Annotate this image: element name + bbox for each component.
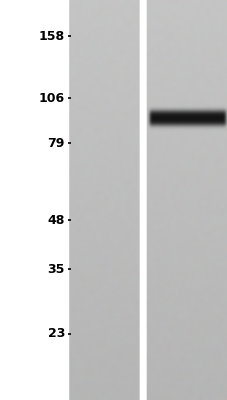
Text: 48: 48 xyxy=(47,214,65,227)
Text: 158: 158 xyxy=(39,30,65,43)
Text: 35: 35 xyxy=(47,263,65,276)
Text: 79: 79 xyxy=(47,137,65,150)
Bar xyxy=(0,0,68,400)
Text: 23: 23 xyxy=(47,328,65,340)
Text: 106: 106 xyxy=(39,92,65,104)
